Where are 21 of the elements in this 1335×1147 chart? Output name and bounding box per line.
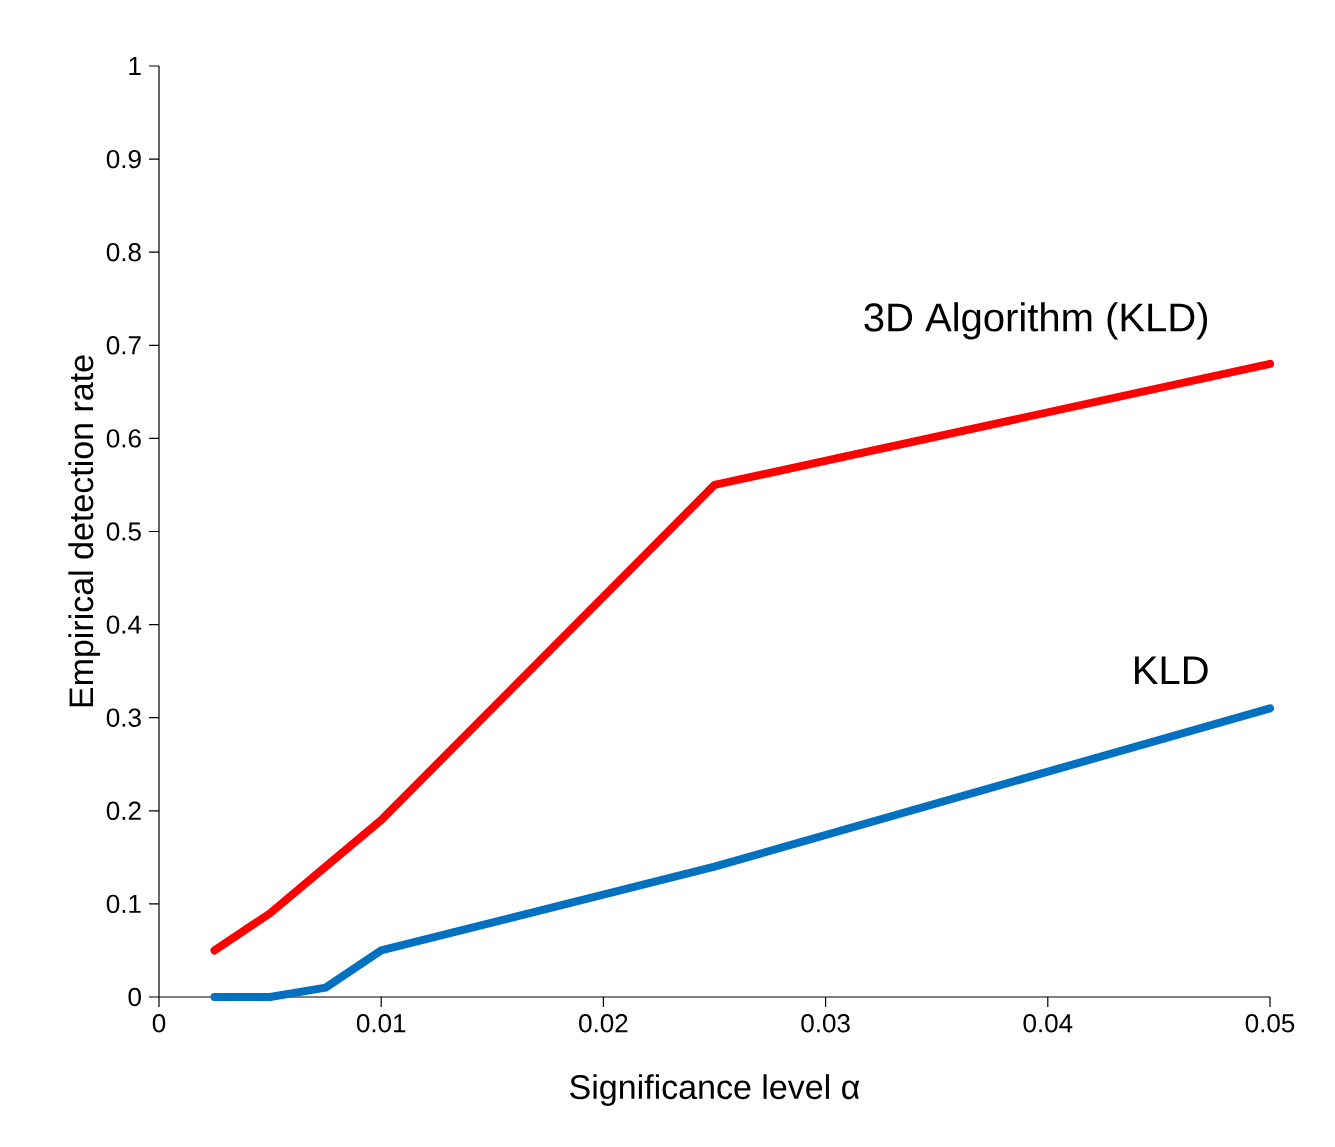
x-tick-label: 0 [152,1014,166,1033]
x-tick-label: 0.04 [1023,1014,1073,1033]
y-tick-label: 0.2 [106,801,141,820]
y-tick-label: 0 [128,987,141,1007]
y-tick-label: 1 [129,57,141,75]
y-tick-label: 0.1 [106,894,141,914]
y-tick-label: 0.5 [106,522,141,541]
y-tick-label: 0.7 [106,336,141,355]
x-tick-label: 0.05 [1245,1014,1295,1033]
y-tick-label: 0.8 [106,242,141,262]
x-tick-label: 0.02 [579,1014,628,1033]
y-tick-label: 0.3 [106,708,141,727]
y-axis-title: Empirical detection rate [68,355,101,707]
x-axis-title: Significance level α [570,1074,860,1106]
series-label: KLD [1135,656,1208,684]
y-tick-label: 0.4 [106,615,142,634]
y-tick-label: 0.9 [106,149,141,169]
x-tick-label: 0.01 [356,1014,406,1033]
y-tick-label: 0.6 [106,429,141,448]
x-tick-label: 0.03 [801,1014,850,1033]
series-label: 3D Algorithm (KLD) [864,302,1208,340]
